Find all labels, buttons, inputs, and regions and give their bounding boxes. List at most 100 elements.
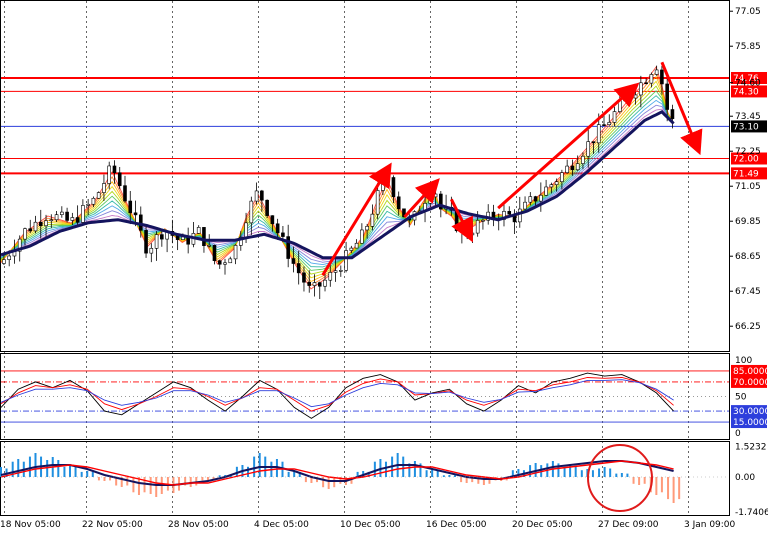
candle-body: [591, 141, 596, 144]
stoch-level-tag: [731, 375, 767, 388]
candle-body: [649, 74, 654, 84]
price-y-tick-label: 66.25: [735, 322, 761, 332]
candle-body: [96, 192, 101, 199]
macd-bar: [0, 467, 2, 477]
macd-bar: [132, 477, 135, 493]
stoch-level-tag: [731, 405, 767, 418]
macd-signal-line: [0, 460, 674, 486]
macd-bar: [350, 477, 353, 484]
macd-bar: [298, 471, 301, 477]
macd-bar: [678, 477, 681, 500]
trend-arrow: [403, 178, 440, 218]
candle-body: [612, 111, 617, 123]
macd-bar: [453, 475, 456, 477]
trend-arrow: [497, 82, 640, 210]
candle-body: [575, 163, 580, 171]
price-y-tick-label: 77.05: [735, 7, 761, 17]
candle-body: [302, 272, 306, 283]
candle-body: [70, 217, 75, 221]
candle-body: [554, 181, 559, 186]
stoch-y-tick-label: 100: [735, 356, 752, 366]
macd-y-tick-label: 1.5232: [735, 443, 767, 453]
macd-bar: [315, 477, 318, 483]
candle-body: [160, 234, 164, 240]
candle-body: [7, 255, 11, 260]
candle-body: [344, 250, 348, 271]
candle-body: [33, 221, 38, 232]
macd-bar: [413, 461, 416, 477]
candle-body: [544, 186, 548, 196]
price-hline-tag: [731, 167, 767, 180]
macd-bar: [17, 459, 20, 477]
macd-bar: [580, 470, 583, 477]
macd-bar: [638, 477, 641, 485]
candle-body: [49, 219, 54, 222]
stoch-level-tag: [731, 416, 767, 429]
trend-arrow: [321, 162, 392, 276]
candle-body: [586, 141, 591, 157]
candle-body: [223, 262, 227, 265]
price-y-tick-label: 71.05: [735, 182, 761, 192]
candle-body: [307, 281, 312, 286]
candle-body: [238, 236, 243, 246]
macd-bar: [155, 477, 158, 497]
macd-bar: [660, 477, 663, 493]
macd-bar: [643, 477, 646, 484]
macd-bar: [120, 477, 123, 487]
macd-bar: [425, 470, 428, 477]
candle-body: [386, 177, 390, 179]
macd-bar: [115, 477, 118, 486]
macd-bar: [28, 456, 31, 477]
macd-bar: [86, 471, 89, 477]
candle-body: [517, 208, 522, 223]
macd-bar: [477, 477, 480, 484]
candle-body: [265, 199, 269, 216]
macd-bar: [620, 473, 623, 477]
macd-bar: [229, 475, 232, 477]
candle-body: [23, 228, 27, 240]
candle-body: [107, 165, 112, 184]
candle-body: [596, 124, 601, 144]
candle-body: [623, 97, 627, 102]
candle-body: [607, 122, 612, 126]
candle-body: [270, 215, 275, 225]
x-tick-label: 27 Dec 09:00: [598, 520, 659, 530]
candle-body: [644, 82, 648, 85]
price-hline-label: 74.30: [733, 87, 759, 97]
macd-bar: [91, 471, 94, 477]
price-hline-tag: [731, 85, 767, 98]
candle-body: [581, 155, 585, 164]
x-tick-label: 18 Nov 05:00: [0, 520, 61, 530]
candle-body: [312, 282, 317, 286]
candle-body: [365, 226, 369, 231]
candle-body: [154, 234, 159, 249]
macd-bar: [333, 477, 336, 488]
macd-bar: [11, 461, 14, 477]
price-hline-label: 71.49: [733, 169, 759, 179]
candle-body: [360, 229, 364, 244]
candle-body: [286, 236, 290, 259]
candle-body: [17, 238, 22, 252]
candle-body: [354, 242, 359, 249]
candle-body: [117, 172, 122, 186]
candle-body: [560, 172, 564, 183]
macd-bar: [74, 466, 77, 477]
macd-bar: [431, 469, 434, 477]
macd-bar: [258, 453, 261, 477]
macd-bar: [218, 475, 221, 477]
macd-bar: [603, 467, 606, 477]
macd-bar: [465, 477, 468, 483]
price-hline-tag: [731, 152, 767, 165]
stochastic-y-axis: 100 50 0: [735, 356, 752, 439]
macd-bar: [304, 477, 307, 483]
macd-bar: [574, 466, 577, 477]
macd-bar: [80, 471, 83, 477]
macd-bar: [137, 477, 140, 495]
macd-bar: [471, 477, 474, 483]
stoch-level-label: 70.0000: [733, 378, 768, 388]
candle-body: [81, 205, 85, 223]
candle-body: [391, 177, 396, 198]
candle-body: [128, 200, 133, 214]
candle-body: [375, 190, 380, 215]
